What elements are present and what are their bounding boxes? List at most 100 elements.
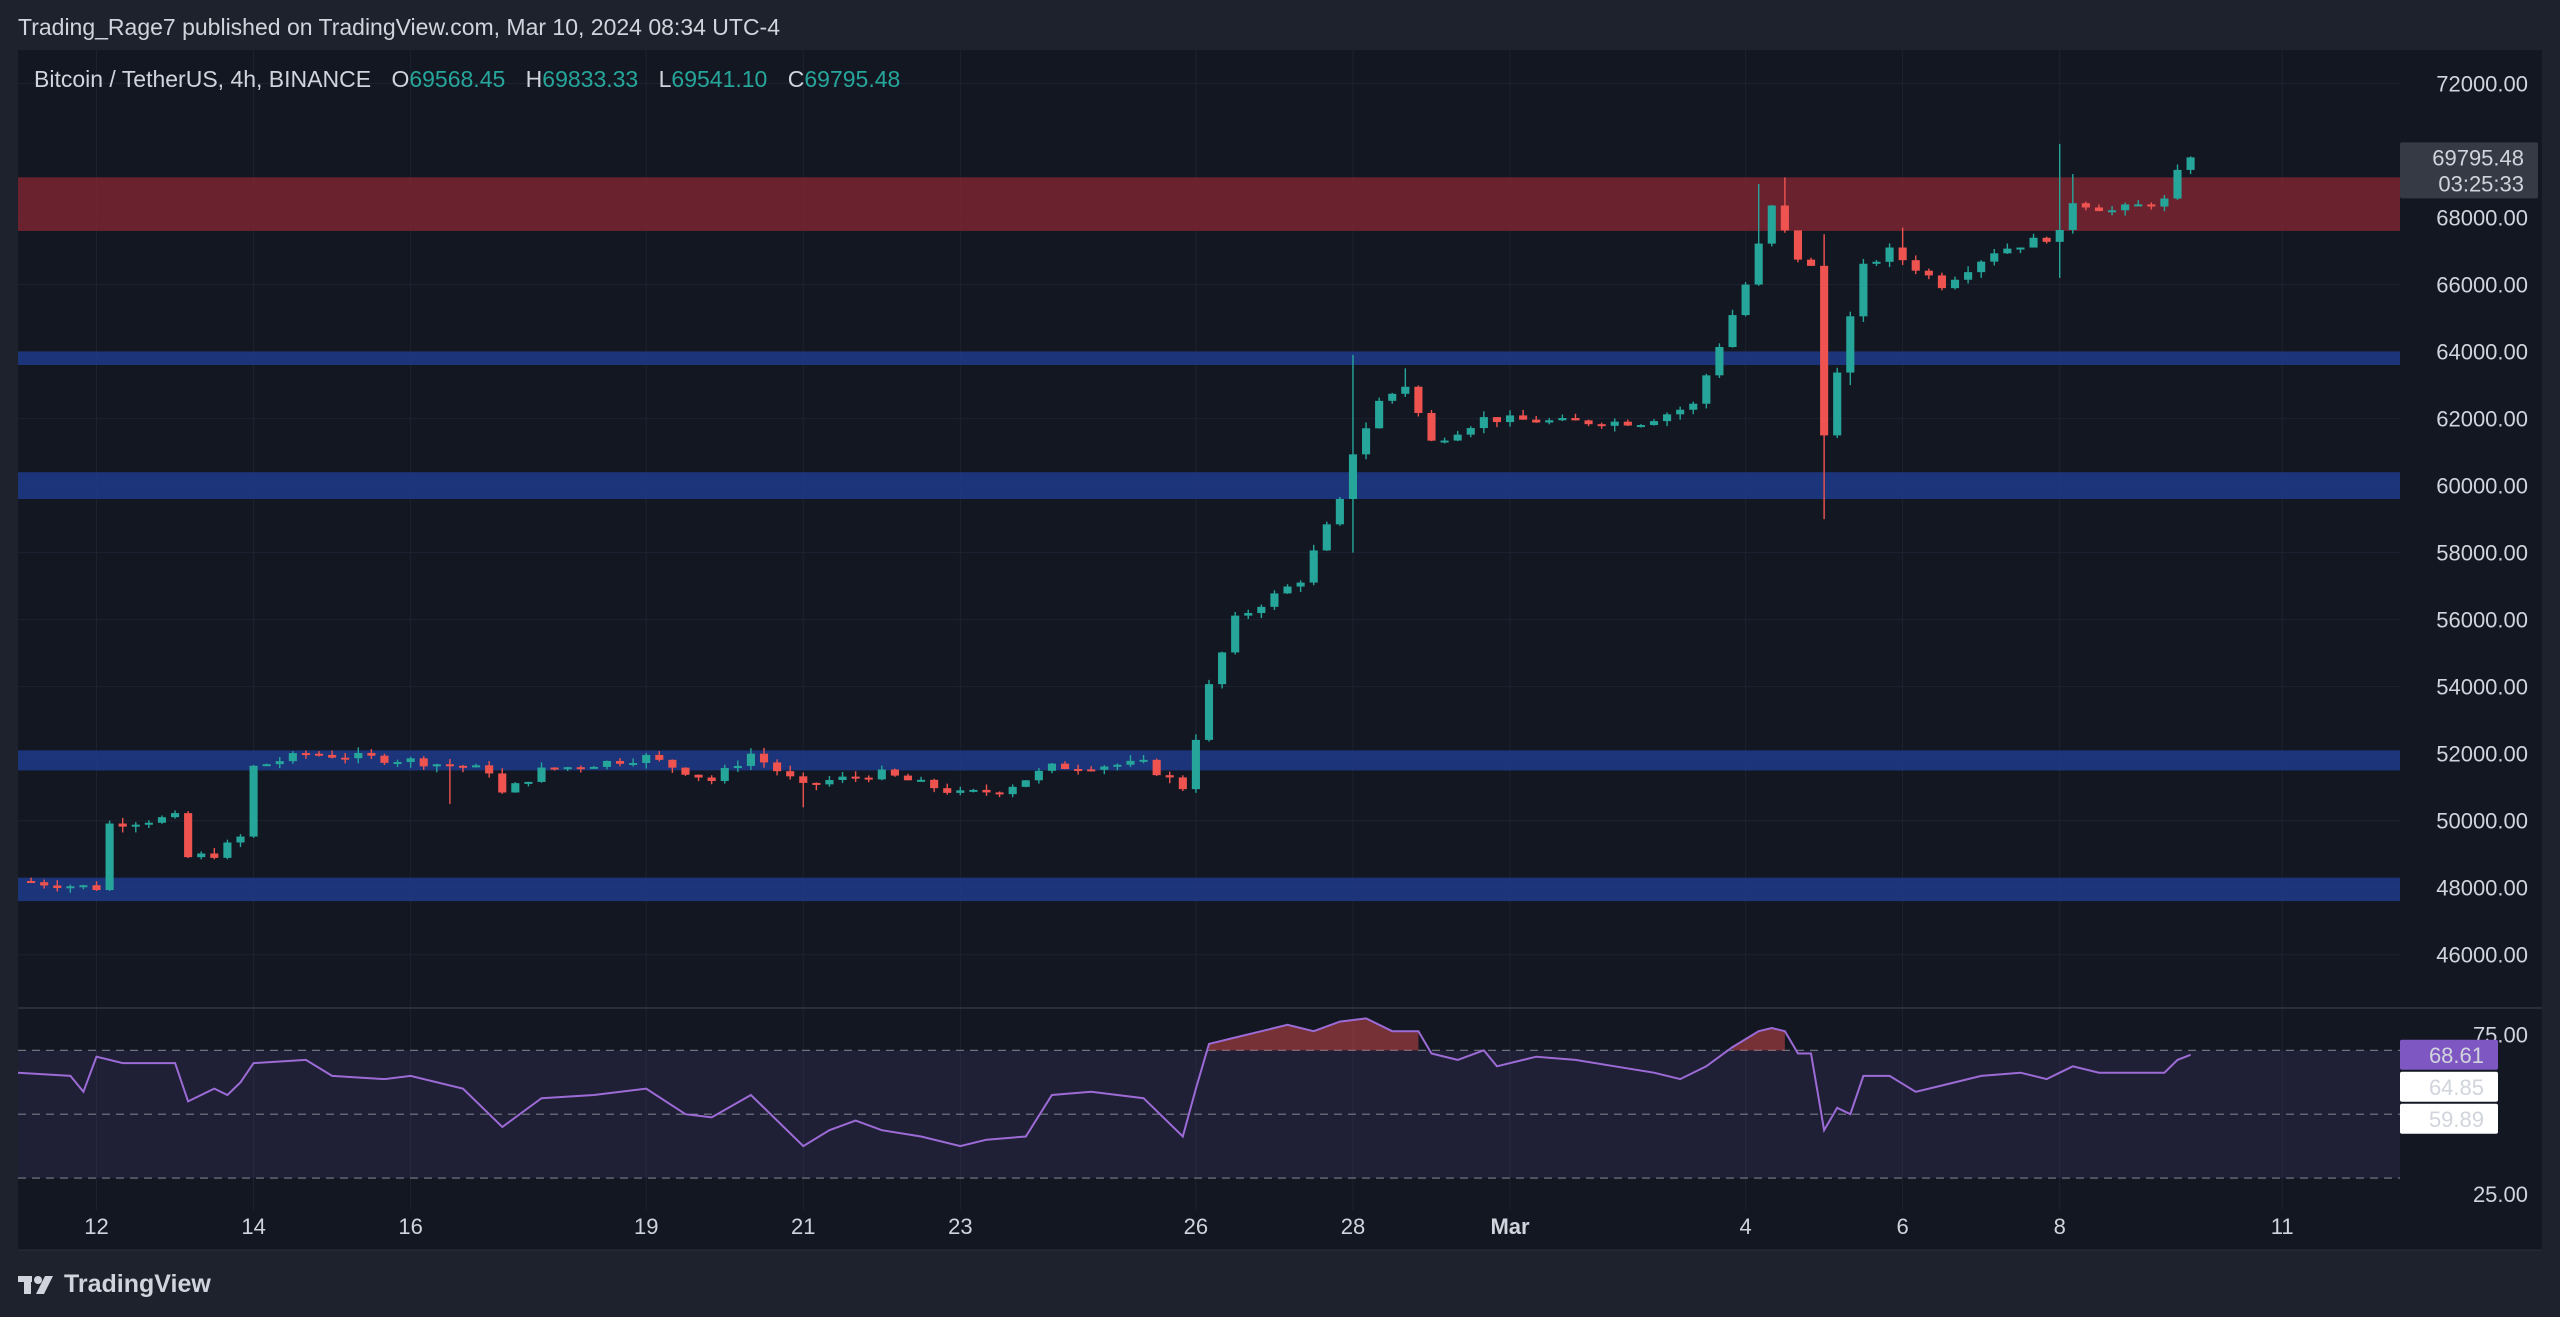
candle-body — [563, 767, 572, 770]
candle — [956, 786, 965, 796]
candle-body — [301, 753, 310, 756]
candle-body — [917, 779, 926, 782]
candle — [1047, 762, 1057, 774]
candle-body — [1702, 375, 1711, 404]
candle — [1139, 755, 1148, 764]
time-tick-label: 6 — [1897, 1214, 1909, 1239]
rsi-lower-badge-bg — [2400, 1103, 2498, 1134]
candle-body — [1388, 393, 1397, 401]
time-tick-label: Mar — [1490, 1214, 1530, 1239]
candle — [210, 847, 219, 860]
candle-body — [498, 773, 507, 793]
candle — [786, 765, 795, 780]
candle — [1649, 419, 1659, 426]
candle — [1623, 419, 1632, 427]
candle — [301, 750, 310, 759]
candle — [1257, 604, 1266, 619]
candle-body — [1833, 372, 1842, 436]
candle — [27, 877, 36, 884]
support-zone — [18, 877, 2400, 902]
rsi-value-badge-bg — [2400, 1039, 2498, 1070]
tradingview-logo-icon — [18, 1275, 53, 1294]
time-tick-label: 16 — [398, 1214, 422, 1239]
candle-body — [1414, 386, 1423, 413]
candle-body — [903, 775, 913, 781]
candle-body — [432, 764, 441, 767]
candle-body — [1898, 247, 1907, 261]
time-tick-label: 19 — [634, 1214, 658, 1239]
candle-body — [40, 882, 49, 886]
candle — [1191, 734, 1200, 793]
price-axis: 46000.00 48000.00 50000.00 52000.00 54000.00… — [2436, 72, 2528, 968]
candle — [53, 880, 62, 892]
candle — [812, 782, 821, 791]
candle — [1401, 368, 1410, 397]
candle — [1074, 764, 1083, 775]
candle-body — [524, 781, 533, 784]
candle — [982, 784, 991, 796]
candle — [406, 756, 415, 768]
candle-body — [2029, 237, 2038, 248]
candle-body — [2094, 207, 2104, 212]
candle-body — [1335, 498, 1344, 525]
price-tick-label: 60000.00 — [2436, 474, 2528, 499]
candle — [1780, 177, 1789, 233]
candle-body — [1924, 270, 1933, 276]
candle-body — [1636, 425, 1645, 428]
candle — [472, 763, 481, 768]
candle — [694, 774, 703, 782]
candle — [563, 766, 572, 771]
candle — [354, 747, 363, 764]
candle — [157, 815, 167, 824]
candle-body — [1793, 230, 1803, 260]
candle-body — [249, 765, 258, 837]
candle — [1479, 411, 1488, 434]
resistance-zone — [18, 177, 2400, 231]
candle-body — [341, 757, 350, 760]
candle-body — [1296, 582, 1305, 587]
price-tick-label: 58000.00 — [2436, 541, 2528, 566]
candle — [890, 768, 899, 777]
candle-body — [1937, 275, 1946, 289]
rsi-lower-badge: 59.89 — [2429, 1107, 2484, 1132]
candle-body — [1060, 763, 1070, 770]
candle-body — [1597, 424, 1606, 427]
candle — [1597, 422, 1606, 429]
candle — [131, 821, 140, 833]
candle-body — [1361, 428, 1371, 455]
symbol-legend[interactable]: Bitcoin / TetherUS, 4h, BINANCE O69568.4… — [34, 66, 900, 93]
candle-body — [1676, 409, 1685, 415]
candle-body — [2186, 157, 2195, 170]
candle — [2081, 201, 2090, 211]
candle-body — [1505, 415, 1515, 423]
publisher-line: Trading_Rage7 published on TradingView.c… — [18, 14, 781, 40]
candle-body — [982, 789, 991, 793]
candle-body — [681, 767, 690, 775]
candle-body — [1218, 652, 1227, 685]
candle — [903, 773, 913, 781]
candle — [1283, 584, 1292, 594]
candle — [1728, 309, 1737, 348]
support-zone — [18, 750, 2400, 771]
candle — [2173, 164, 2182, 200]
candle-body — [1034, 770, 1043, 781]
candle — [1610, 418, 1619, 432]
candle — [1636, 424, 1645, 428]
candle — [1859, 258, 1868, 322]
candle-body — [746, 753, 755, 766]
candle — [1231, 611, 1240, 655]
candle — [1126, 755, 1135, 768]
candle-body — [1348, 454, 1358, 499]
candle — [1950, 276, 1960, 290]
candle-body — [1950, 279, 1960, 289]
candle-body — [2016, 247, 2025, 250]
close-key: C — [787, 66, 805, 92]
candle — [1296, 580, 1305, 593]
rsi-value-badge: 68.61 — [2429, 1043, 2484, 1068]
candle-body — [472, 765, 481, 768]
candle-body — [1872, 261, 1881, 264]
brand-label: TradingView — [64, 1270, 211, 1298]
candle — [720, 764, 729, 784]
tradingview-brand[interactable]: TradingView — [18, 1270, 211, 1299]
